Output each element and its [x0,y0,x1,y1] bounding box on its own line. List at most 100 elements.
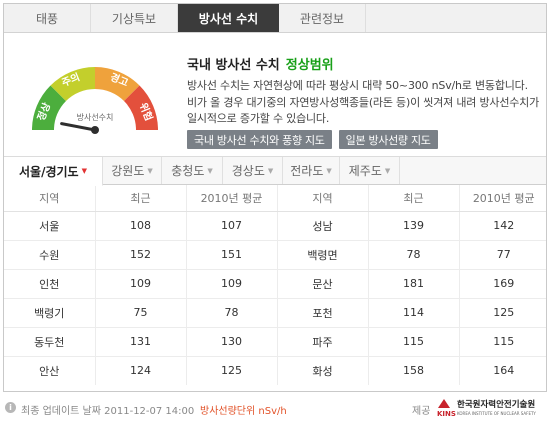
region-tab-gangwon[interactable]: 강원도 ▼ [103,157,162,184]
footer: i 최종 업데이트 날짜 2011-12-07 14:00 방사선량단위 nSv… [0,394,550,422]
region-label: 강원도 [111,164,145,178]
region-name-cell: 백령기 [4,298,95,328]
latest-value-cell: 124 [94,356,186,385]
gauge-segment-normal [32,85,66,130]
last-update-text: 최종 업데이트 날짜 2011-12-07 14:00 [21,406,195,417]
region-name-cell: 안산 [39,364,60,378]
header-2010-average: 2010년 평균 [458,185,546,212]
region-name-cell: 화성 [276,356,368,385]
average-2010-cell: 77 [458,240,546,270]
kins-logo-name: 한국원자력안전기술원 [457,399,535,410]
kins-logo[interactable]: KINS 한국원자력안전기술원 KOREA INSTITUTE OF NUCLE… [436,397,548,418]
gauge-segment-caution [50,67,95,101]
latest-value-cell: 152 [94,240,186,270]
region-name-cell: 문산 [276,269,368,299]
kins-logo-subtitle: KOREA INSTITUTE OF NUCLEAR SAFETY [457,411,536,416]
region-tabs: 서울/경기도 ▼ 강원도 ▼ 충청도 ▼ 경상도 ▼ 전라도 ▼ 제주도 ▼ [4,157,546,186]
average-2010-cell: 142 [458,211,546,241]
region-tab-seoul-gyeonggi[interactable]: 서울/경기도 ▼ [4,157,103,186]
map-button-row: 국내 방사선 수치와 풍향 지도 일본 방사선량 지도 [187,130,438,149]
average-2010-cell: 125 [185,356,277,385]
summary-description: 방사선 수치는 자연현상에 따라 평상시 대략 50~300 nSv/h로 변동… [187,79,539,125]
average-2010-cell: 107 [185,211,277,241]
region-name-cell: 파주 [276,327,368,357]
region-name-cell: 서울 [4,211,95,241]
header-region: 지역 [276,185,368,212]
info-icon: i [5,402,16,413]
latest-value-cell: 109 [94,269,186,299]
gauge-needle [60,122,97,132]
latest-value-cell: 131 [94,327,186,357]
average-2010-cell: 78 [185,298,277,328]
region-tab-jeolla[interactable]: 전라도 ▼ [283,157,340,184]
average-2010-cell: 169 [458,269,546,299]
region-tab-chungcheong[interactable]: 충청도 ▼ [162,157,223,184]
domestic-wind-map-button[interactable]: 국내 방사선 수치와 풍향 지도 [187,130,332,149]
gauge-segment-warning [95,67,140,101]
summary-title: 국내 방사선 수치 정상범위 [187,54,334,73]
source-label: 제공 [412,406,431,417]
chevron-down-icon: ▼ [207,166,213,175]
region-name-cell: 포천 [276,298,368,328]
table-row: 서울 108 107 성남 139 142 [4,211,546,241]
header-latest: 최근 [94,185,186,212]
table-row: 안산 124 125 화성 158 164 [4,356,546,385]
japan-radiation-map-button[interactable]: 일본 방사선량 지도 [338,130,438,149]
region-label: 제주도 [348,164,382,178]
average-2010-cell: 109 [185,269,277,299]
status-normal-badge: 정상범위 [285,58,334,73]
latest-value-cell: 158 [367,356,459,385]
gauge-center-label: 방사선수치 [77,112,114,122]
header-latest: 최근 [367,185,459,212]
gauge-hub [91,126,99,134]
radiation-gauge: 정상 주의 경고 위험 방사선수치 [32,67,158,134]
table-row: 인천 109 109 문산 181 169 [4,269,546,299]
chevron-down-icon: ▼ [267,166,274,175]
unit-text: 방사선량단위 nSv/h [200,406,287,417]
average-2010-cell: 151 [185,240,277,270]
latest-value-cell: 108 [94,211,186,241]
table-header-row: 지역 최근 2010년 평균 지역 최근 2010년 평균 [4,185,546,212]
tab-typhoon[interactable]: 태풍 [4,4,91,32]
region-label: 경상도 [231,164,265,178]
region-name-cell: 백령면 [276,240,368,270]
region-tab-jeju[interactable]: 제주도 ▼ [340,157,400,184]
average-2010-cell: 130 [185,327,277,357]
table-row: 동두천 131 130 파주 115 115 [4,327,546,357]
region-tab-gyeongsang[interactable]: 경상도 ▼ [223,157,283,184]
region-label: 충청도 [171,164,205,178]
table-row: 백령기 75 78 포천 114 125 [4,298,546,328]
chevron-down-icon: ▼ [326,166,332,175]
summary-title-text: 국내 방사선 수치 [187,58,280,73]
kins-logo-mark [438,399,450,408]
kins-logo-abbr: KINS [437,410,456,418]
chevron-down-icon: ▼ [384,166,391,175]
region-label: 전라도 [290,164,324,178]
tab-weather-warning[interactable]: 기상특보 [91,4,178,32]
latest-value-cell: 114 [367,298,459,328]
latest-value-cell: 115 [367,327,459,357]
tab-related-info[interactable]: 관련정보 [279,4,366,32]
average-2010-cell: 164 [458,356,546,385]
chevron-down-icon: ▼ [81,167,87,175]
top-tabs: 태풍 기상특보 방사선 수치 관련정보 [4,4,546,33]
region-name-cell: 동두천 [4,327,95,357]
radiation-table: 지역 최근 2010년 평균 지역 최근 2010년 평균 서울 108 107 성남… [4,185,546,385]
tab-radiation[interactable]: 방사선 수치 [178,4,279,32]
region-label: 서울/경기도 [19,164,79,179]
table-row: 수원 152 151 백령면 78 77 [4,240,546,270]
latest-value-cell: 181 [367,269,459,299]
header-2010-average: 2010년 평균 [185,185,277,212]
chevron-down-icon: ▼ [147,166,153,175]
radiation-widget: 태풍 기상특보 방사선 수치 관련정보 정상 주의 경고 위험 방사선수치 국내… [3,3,547,392]
region-name-cell: 성남 [276,211,368,241]
region-name-cell: 수원 [4,240,95,270]
latest-value-cell: 139 [367,211,459,241]
latest-value-cell: 78 [367,240,459,270]
header-region: 지역 [4,185,95,212]
latest-value-cell: 75 [94,298,186,328]
average-2010-cell: 125 [458,298,546,328]
average-2010-cell: 115 [458,327,546,357]
region-name-cell: 인천 [4,269,95,299]
gauge-segment-danger [124,85,158,130]
